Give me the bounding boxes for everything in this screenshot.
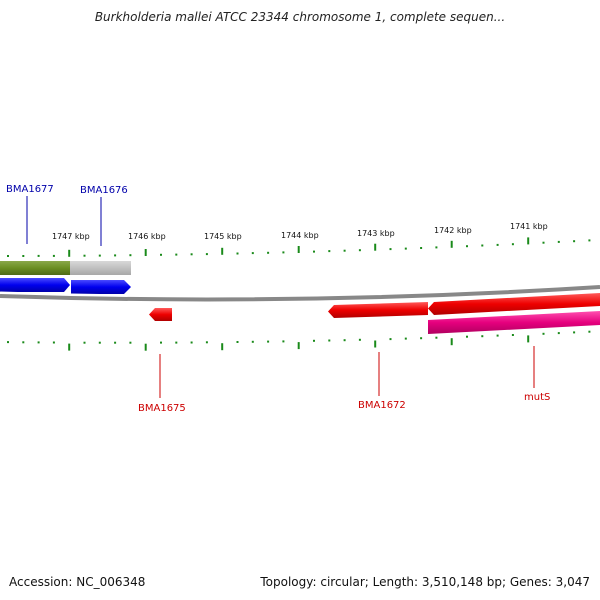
scale-label-1745: 1745 kbp	[204, 232, 242, 241]
genome-backbone	[0, 285, 600, 302]
cds-feature-muts[interactable]	[428, 293, 600, 315]
cds-feature-bma1677[interactable]	[0, 278, 70, 292]
scale-ticks-top	[7, 237, 591, 257]
scale-label-1746: 1746 kbp	[128, 232, 166, 241]
accession-text: Accession: NC_006348	[9, 575, 146, 589]
scale-label-1744: 1744 kbp	[281, 231, 319, 240]
cds-feature-bma1675[interactable]	[149, 308, 172, 321]
map-title: Burkholderia mallei ATCC 23344 chromosom…	[94, 10, 506, 24]
gene-feature-bma1676[interactable]	[70, 261, 131, 275]
scale-label-1747: 1747 kbp	[52, 232, 90, 241]
cds-feature-bma1672[interactable]	[328, 302, 428, 318]
sequence-summary: Topology: circular; Length: 3,510,148 bp…	[260, 575, 590, 589]
scale-label-1742: 1742 kbp	[434, 226, 472, 235]
gene-label-bma1675[interactable]: BMA1675	[138, 403, 186, 414]
gene-label-bma1677[interactable]: BMA1677	[6, 184, 54, 195]
gene-feature-muts[interactable]	[428, 311, 600, 334]
scale-label-1741: 1741 kbp	[510, 222, 548, 231]
gene-label-bma1672[interactable]: BMA1672	[358, 400, 406, 411]
gene-feature-bma1677[interactable]	[0, 261, 70, 275]
scale-label-1743: 1743 kbp	[357, 229, 395, 238]
scale-ticks-bottom	[7, 330, 591, 351]
gene-label-bma1676[interactable]: BMA1676	[80, 185, 128, 196]
gene-label-muts[interactable]: mutS	[524, 392, 550, 403]
cds-feature-bma1676[interactable]	[71, 280, 131, 294]
